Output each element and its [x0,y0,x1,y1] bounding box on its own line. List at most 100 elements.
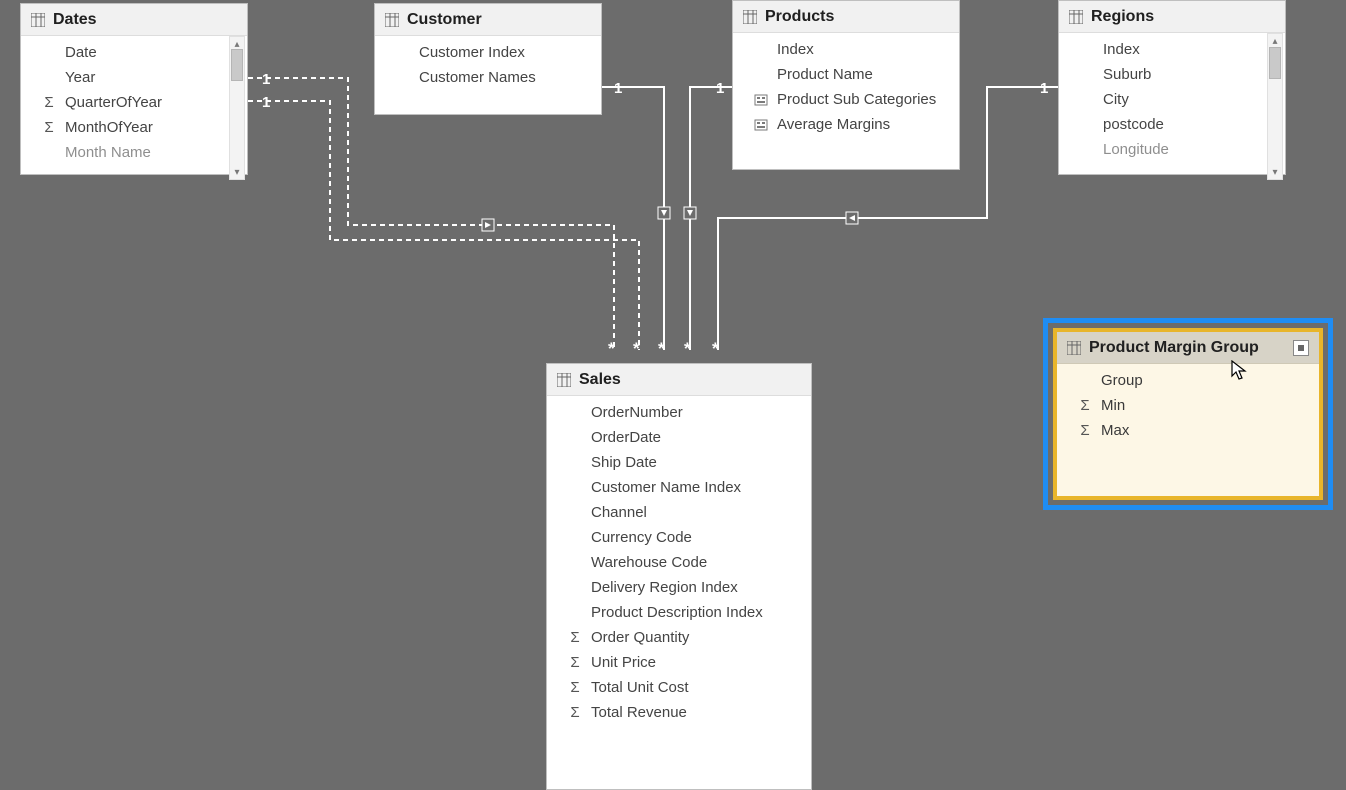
table-icon [1067,341,1081,355]
relationship-products-sales[interactable]: 1 * [684,80,732,358]
field-row[interactable]: Warehouse Code [547,550,811,575]
table-title: Products [765,8,834,26]
field-label: Month Name [65,144,237,161]
field-label: Index [1103,41,1275,58]
field-label: postcode [1103,116,1275,133]
field-label: OrderDate [591,429,801,446]
field-row[interactable]: OrderDate [547,425,811,450]
table-regions[interactable]: Regions Index Suburb City postcode Longi… [1058,0,1286,175]
cardinality-one: 1 [614,80,622,97]
field-row[interactable]: Date [21,40,247,65]
table-title: Regions [1091,8,1154,26]
maximize-icon[interactable] [1293,340,1309,356]
relationship-customer-sales[interactable]: 1 * [602,80,670,358]
sigma-icon: Σ [567,679,583,696]
field-row[interactable]: Σ MonthOfYear [21,115,247,140]
table-header[interactable]: Customer [375,4,601,36]
table-header[interactable]: Sales [547,364,811,396]
scroll-down-icon[interactable]: ▾ [1268,165,1282,179]
field-row[interactable]: OrderNumber [547,400,811,425]
field-label: Year [65,69,237,86]
field-label: Suburb [1103,66,1275,83]
model-canvas[interactable]: 1 * 1 * 1 * 1 * 1 * Dates [0,0,1346,790]
selection-highlight: Product Margin Group Group ΣMin ΣMax [1043,318,1333,510]
table-dates[interactable]: Dates Date Year ΣQuarterOfYear Σ MonthOfY… [20,3,248,175]
sigma-icon: Σ [567,629,583,646]
table-title: Dates [53,11,97,29]
scroll-thumb[interactable] [1269,47,1281,79]
sigma-icon: Σ [41,119,57,136]
cardinality-one: 1 [716,80,724,97]
table-customer[interactable]: Customer Customer Index Customer Names [374,3,602,115]
field-label: Average Margins [777,116,949,133]
field-label: Longitude [1103,141,1275,158]
field-row[interactable]: Customer Names [375,65,601,90]
table-title: Sales [579,371,621,389]
table-header[interactable]: Products [733,1,959,33]
field-row[interactable]: Month Name [21,140,247,165]
table-header[interactable]: Regions [1059,1,1285,33]
field-row[interactable]: ΣQuarterOfYear [21,90,247,115]
field-label: OrderNumber [591,404,801,421]
field-row[interactable]: Product Name [733,62,959,87]
field-row[interactable]: Σ Total Revenue [547,700,811,725]
field-row[interactable]: Currency Code [547,525,811,550]
relationship-dates-sales-2[interactable]: 1 * [248,94,640,358]
cardinality-one: 1 [1040,80,1048,97]
field-row[interactable]: Product Description Index [547,600,811,625]
field-label: Customer Name Index [591,479,801,496]
table-header[interactable]: Dates [21,4,247,36]
field-row[interactable]: ΣUnit Price [547,650,811,675]
sigma-icon: Σ [567,704,583,721]
cardinality-many: * [608,339,615,358]
scroll-thumb[interactable] [231,49,243,81]
field-row[interactable]: ΣMax [1057,418,1319,443]
cardinality-many: * [658,339,665,358]
field-row[interactable]: Index [1059,37,1285,62]
table-icon [557,373,571,387]
field-label: Min [1101,397,1309,414]
field-label: Date [65,44,237,61]
table-icon [385,13,399,27]
scrollbar[interactable]: ▴ ▾ [229,36,245,180]
cardinality-one: 1 [262,94,270,111]
field-label: Index [777,41,949,58]
field-row[interactable]: Average Margins [733,112,959,137]
field-label: Warehouse Code [591,554,801,571]
field-row[interactable]: Index [733,37,959,62]
table-sales[interactable]: Sales OrderNumber OrderDate Ship Date Cu… [546,363,812,790]
field-row[interactable]: Customer Index [375,40,601,65]
field-row[interactable]: City [1059,87,1285,112]
field-row[interactable]: Channel [547,500,811,525]
field-label: Customer Names [419,69,591,86]
field-row[interactable]: postcode [1059,112,1285,137]
field-row[interactable]: Suburb [1059,62,1285,87]
cardinality-many: * [684,339,691,358]
field-row[interactable]: Delivery Region Index [547,575,811,600]
table-products[interactable]: Products Index Product Name Product Sub … [732,0,960,170]
field-row[interactable]: Customer Name Index [547,475,811,500]
field-row[interactable]: Longitude [1059,137,1285,162]
scroll-down-icon[interactable]: ▾ [230,165,244,179]
cardinality-many: * [633,339,640,358]
field-row[interactable]: Group [1057,368,1319,393]
field-label: Product Name [777,66,949,83]
field-label: MonthOfYear [65,119,237,136]
sigma-icon: Σ [1077,422,1093,439]
cardinality-many: * [712,339,719,358]
field-label: Customer Index [419,44,591,61]
field-label: Ship Date [591,454,801,471]
field-row[interactable]: Year [21,65,247,90]
field-row[interactable]: ΣTotal Unit Cost [547,675,811,700]
field-row[interactable]: ΣMin [1057,393,1319,418]
field-row[interactable]: Product Sub Categories [733,87,959,112]
field-row[interactable]: Σ Order Quantity [547,625,811,650]
table-header[interactable]: Product Margin Group [1057,332,1319,364]
field-label: Unit Price [591,654,801,671]
scrollbar[interactable]: ▴ ▾ [1267,33,1283,180]
table-product-margin-group[interactable]: Product Margin Group Group ΣMin ΣMax [1057,332,1319,496]
field-row[interactable]: Ship Date [547,450,811,475]
field-label: Total Revenue [591,704,801,721]
field-label: Order Quantity [591,629,801,646]
table-icon [1069,10,1083,24]
